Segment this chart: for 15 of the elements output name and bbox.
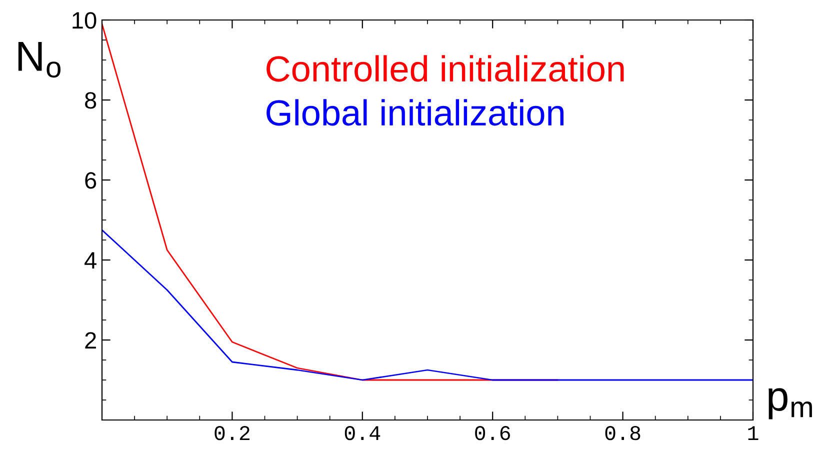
x-tick-label: 1	[748, 426, 758, 440]
y-tick-label: 10	[72, 12, 96, 29]
y-tick-label: 6	[85, 172, 96, 189]
y-tick-label: 4	[84, 252, 96, 269]
text: Global initialization	[266, 99, 564, 126]
x-axis-title: p$_{m}$	[768, 388, 812, 420]
x-tick-label: 0.6	[475, 426, 510, 440]
x-tick-label: 0.8	[605, 426, 640, 440]
y-tick-label: 8	[85, 92, 96, 109]
x-tick-label: 0.4	[344, 426, 380, 440]
line-series	[102, 229, 753, 381]
x-tick-label: 0.2	[214, 426, 250, 440]
text: Controlled initialization	[266, 55, 624, 82]
y-tick-label: 2	[85, 332, 96, 349]
y-axis-title: N$_{o}$	[18, 42, 60, 78]
